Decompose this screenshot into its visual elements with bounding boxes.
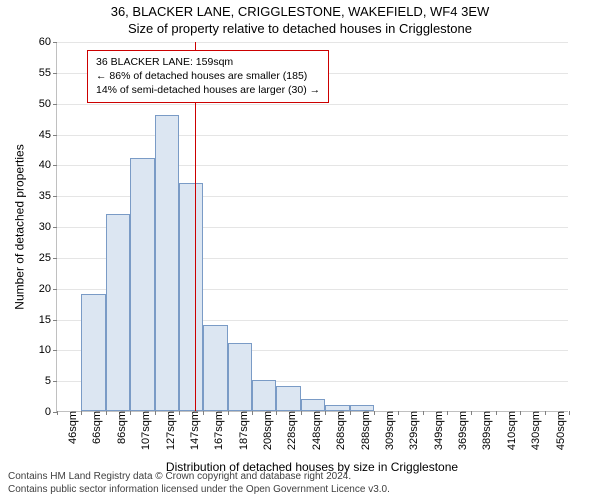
- gridline-h: [57, 135, 568, 136]
- footer-line-2: Contains public sector information licen…: [8, 484, 390, 497]
- plot-area: 05101520253035404550556046sqm66sqm86sqm1…: [56, 42, 568, 412]
- annotation-line: 14% of semi-detached houses are larger (…: [96, 83, 320, 97]
- histogram-bar: [301, 399, 325, 411]
- xtick-mark: [57, 411, 58, 415]
- histogram-bar: [81, 294, 105, 411]
- ytick-label: 15: [39, 314, 57, 326]
- histogram-bar: [106, 214, 130, 411]
- xtick-mark: [569, 411, 570, 415]
- ytick-label: 20: [39, 283, 57, 295]
- xtick-mark: [520, 411, 521, 415]
- xtick-label: 329sqm: [402, 411, 420, 450]
- annotation-box: 36 BLACKER LANE: 159sqm← 86% of detached…: [87, 50, 329, 103]
- xtick-label: 187sqm: [232, 411, 250, 450]
- ytick-label: 40: [39, 159, 57, 171]
- annotation-line: 36 BLACKER LANE: 159sqm: [96, 55, 320, 69]
- xtick-label: 288sqm: [354, 411, 372, 450]
- chart-title-block: 36, BLACKER LANE, CRIGGLESTONE, WAKEFIEL…: [0, 4, 600, 36]
- histogram-plot: 05101520253035404550556046sqm66sqm86sqm1…: [56, 42, 568, 412]
- ytick-label: 45: [39, 129, 57, 141]
- xtick-label: 450sqm: [549, 411, 567, 450]
- histogram-bar: [276, 386, 300, 411]
- xtick-mark: [276, 411, 277, 415]
- annotation-line: ← 86% of detached houses are smaller (18…: [96, 69, 320, 83]
- footer-licence: Contains HM Land Registry data © Crown c…: [8, 471, 390, 496]
- ytick-label: 10: [39, 344, 57, 356]
- histogram-bar: [252, 380, 276, 411]
- xtick-mark: [252, 411, 253, 415]
- xtick-label: 430sqm: [524, 411, 542, 450]
- xtick-label: 127sqm: [159, 411, 177, 450]
- xtick-mark: [350, 411, 351, 415]
- ytick-label: 25: [39, 252, 57, 264]
- title-subtitle: Size of property relative to detached ho…: [0, 21, 600, 36]
- gridline-h: [57, 104, 568, 105]
- xtick-mark: [471, 411, 472, 415]
- histogram-bar: [179, 183, 203, 411]
- xtick-label: 369sqm: [451, 411, 469, 450]
- xtick-label: 228sqm: [280, 411, 298, 450]
- ytick-label: 55: [39, 67, 57, 79]
- footer-line-1: Contains HM Land Registry data © Crown c…: [8, 471, 390, 484]
- xtick-label: 410sqm: [500, 411, 518, 450]
- title-address: 36, BLACKER LANE, CRIGGLESTONE, WAKEFIEL…: [0, 4, 600, 19]
- histogram-bar: [130, 158, 154, 411]
- ytick-label: 5: [45, 375, 57, 387]
- y-axis-title: Number of detached properties: [12, 42, 28, 412]
- xtick-mark: [228, 411, 229, 415]
- xtick-mark: [155, 411, 156, 415]
- xtick-label: 107sqm: [134, 411, 152, 450]
- xtick-mark: [447, 411, 448, 415]
- xtick-mark: [374, 411, 375, 415]
- xtick-label: 86sqm: [110, 411, 128, 444]
- ytick-label: 60: [39, 36, 57, 48]
- xtick-mark: [179, 411, 180, 415]
- xtick-label: 147sqm: [183, 411, 201, 450]
- xtick-label: 268sqm: [329, 411, 347, 450]
- xtick-label: 248sqm: [305, 411, 323, 450]
- ytick-label: 35: [39, 190, 57, 202]
- ytick-label: 30: [39, 221, 57, 233]
- xtick-label: 349sqm: [427, 411, 445, 450]
- xtick-label: 167sqm: [207, 411, 225, 450]
- xtick-mark: [203, 411, 204, 415]
- xtick-label: 389sqm: [475, 411, 493, 450]
- xtick-label: 208sqm: [256, 411, 274, 450]
- xtick-mark: [301, 411, 302, 415]
- xtick-label: 66sqm: [85, 411, 103, 444]
- xtick-mark: [106, 411, 107, 415]
- histogram-bar: [228, 343, 252, 411]
- gridline-h: [57, 42, 568, 43]
- xtick-label: 46sqm: [61, 411, 79, 444]
- xtick-mark: [545, 411, 546, 415]
- xtick-mark: [423, 411, 424, 415]
- xtick-mark: [130, 411, 131, 415]
- histogram-bar: [155, 115, 179, 411]
- ytick-label: 0: [45, 406, 57, 418]
- xtick-label: 309sqm: [378, 411, 396, 450]
- xtick-mark: [325, 411, 326, 415]
- xtick-mark: [496, 411, 497, 415]
- xtick-mark: [81, 411, 82, 415]
- xtick-mark: [398, 411, 399, 415]
- ytick-label: 50: [39, 98, 57, 110]
- histogram-bar: [203, 325, 227, 411]
